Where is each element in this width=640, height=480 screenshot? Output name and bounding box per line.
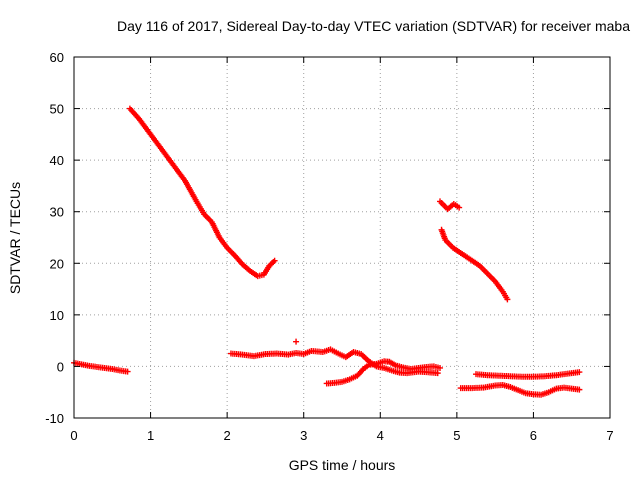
x-tick-label: 7 <box>606 428 613 443</box>
data-point <box>576 386 583 393</box>
data-point <box>124 368 131 375</box>
x-tick-label: 5 <box>453 428 460 443</box>
data-point <box>576 369 583 376</box>
y-tick-label: 40 <box>50 153 64 168</box>
data-point <box>437 364 444 371</box>
series-3 <box>227 338 441 377</box>
data-point <box>271 257 278 264</box>
series-4 <box>323 358 444 387</box>
y-tick-label: -10 <box>45 411 64 426</box>
y-tick-label: 30 <box>50 205 64 220</box>
data-points <box>71 105 583 398</box>
data-point <box>456 204 463 211</box>
x-tick-label: 0 <box>70 428 77 443</box>
x-tick-label: 4 <box>377 428 384 443</box>
y-axis-label: SDTVAR / TECUs <box>7 182 23 294</box>
data-point <box>504 296 511 303</box>
x-tick-label: 2 <box>224 428 231 443</box>
series-7 <box>473 369 583 380</box>
y-tick-label: 20 <box>50 256 64 271</box>
plot-frame <box>73 56 611 419</box>
x-axis-label: GPS time / hours <box>289 457 396 473</box>
chart-title: Day 116 of 2017, Sidereal Day-to-day VTE… <box>117 18 630 34</box>
y-tick-label: 50 <box>50 102 64 117</box>
x-tick-label: 6 <box>530 428 537 443</box>
x-tick-label: 1 <box>147 428 154 443</box>
y-tick-label: 10 <box>50 308 64 323</box>
y-tick-label: 60 <box>50 50 64 65</box>
series-2 <box>126 105 278 280</box>
series-1 <box>71 359 131 375</box>
series-5 <box>437 198 463 213</box>
data-point <box>293 338 300 345</box>
series-8 <box>457 381 583 398</box>
axis-ticks: 0 1 2 3 4 5 6 7 -10 0 10 20 30 40 50 60 <box>45 50 613 443</box>
series-6 <box>438 226 511 303</box>
y-tick-label: 0 <box>57 359 64 374</box>
x-tick-label: 3 <box>300 428 307 443</box>
grid <box>74 57 610 418</box>
data-point <box>434 370 441 377</box>
